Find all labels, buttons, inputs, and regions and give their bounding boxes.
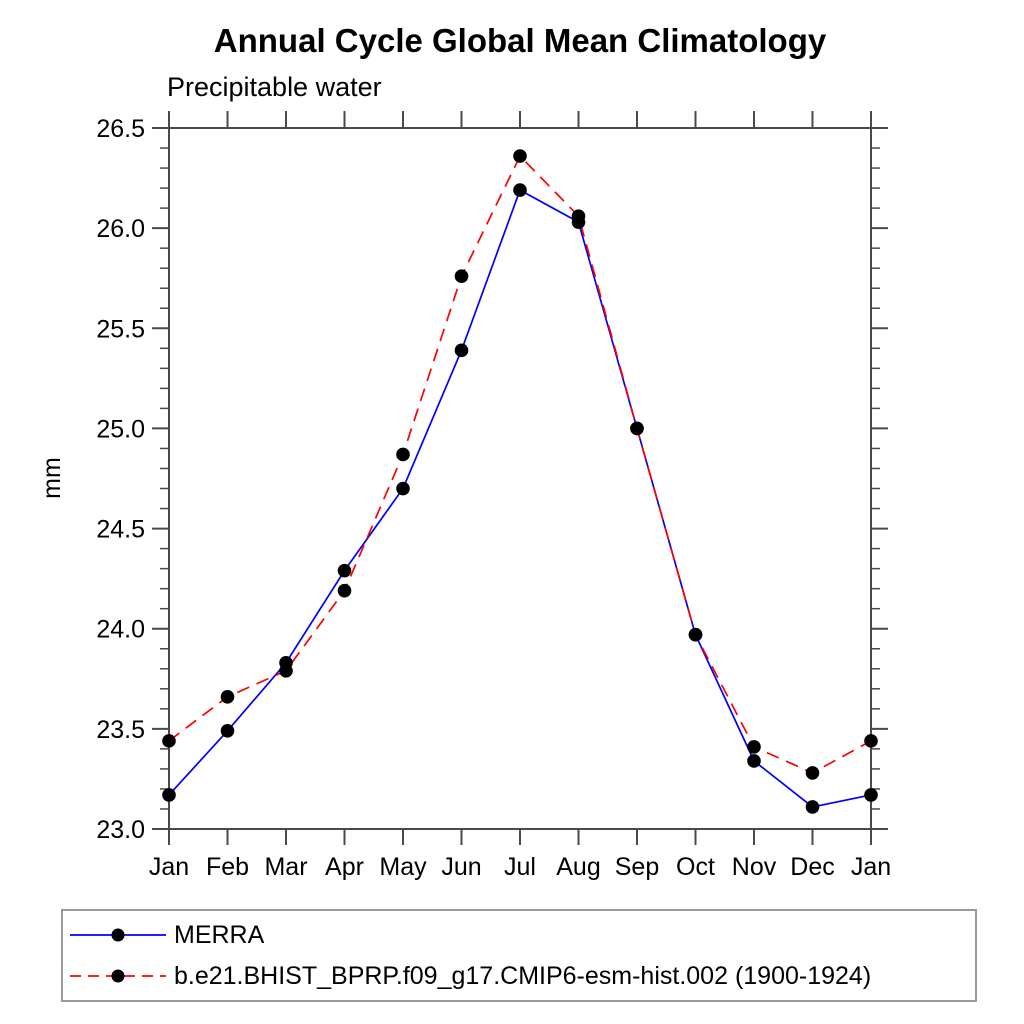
x-tick-label: Sep (615, 853, 659, 881)
legend-row-model: b.e21.BHIST_BPRP.f09_g17.CMIP6-esm-hist.… (68, 956, 975, 997)
legend-label-model: b.e21.BHIST_BPRP.f09_g17.CMIP6-esm-hist.… (174, 961, 872, 990)
data-point-marker (220, 724, 235, 738)
x-tick-label: Jul (504, 853, 536, 881)
data-point-marker (805, 800, 820, 814)
legend-marker-dot (111, 928, 125, 942)
y-tick-label: 26.0 (96, 215, 145, 243)
series-line-model (168, 154, 872, 774)
y-tick-label: 26.5 (96, 115, 145, 143)
data-point-marker (337, 583, 352, 598)
y-tick-label: 23.0 (96, 816, 145, 844)
data-point-marker (513, 183, 527, 197)
chart-title: Annual Cycle Global Mean Climatology (213, 22, 827, 59)
data-point-marker (162, 788, 176, 802)
chart-subtitle: Precipitable water (167, 72, 382, 102)
x-tick-label: Jan (149, 853, 189, 881)
data-point-marker (279, 663, 293, 678)
data-point-marker (337, 563, 352, 578)
data-point-marker (747, 754, 761, 768)
legend-row-merra: MERRA (68, 915, 975, 956)
x-tick-label: Feb (206, 853, 249, 881)
x-tick-label: Apr (325, 853, 364, 881)
x-tick-label: Jun (441, 853, 481, 881)
x-tick-label: May (379, 853, 427, 881)
x-tick-label: Jan (851, 853, 891, 881)
data-point-marker (864, 734, 878, 748)
data-point-marker (571, 209, 586, 223)
legend-line-sample-model (70, 969, 166, 983)
data-point-marker (454, 269, 469, 284)
legend-label-merra: MERRA (174, 920, 265, 949)
y-tick-label: 25.0 (96, 415, 145, 443)
x-tick-label: Oct (676, 853, 715, 881)
data-point-marker (162, 734, 176, 748)
y-tick-label: 25.5 (96, 315, 145, 343)
y-tick-label: 24.0 (96, 616, 145, 644)
y-tick-label: 24.5 (96, 516, 145, 544)
plot-frame (168, 127, 872, 830)
y-tick-label: 23.5 (96, 716, 145, 744)
data-point-marker (513, 149, 527, 163)
data-point-marker (454, 343, 469, 358)
legend: MERRA b.e21.BHIST_BPRP.f09_g17.CMIP6-esm… (61, 909, 977, 1002)
data-point-marker (805, 766, 820, 780)
x-tick-label: Nov (732, 853, 777, 881)
x-tick-label: Mar (264, 853, 307, 881)
series-line-merra (168, 188, 872, 808)
data-point-marker (747, 740, 761, 754)
x-tick-label: Dec (790, 853, 834, 881)
x-tick-label: Aug (556, 853, 600, 881)
data-point-marker (396, 447, 410, 462)
data-point-marker (630, 421, 644, 436)
data-point-marker (688, 627, 703, 642)
legend-marker-dot (111, 969, 125, 983)
data-point-marker (396, 481, 410, 496)
legend-line-sample-merra (70, 928, 166, 942)
data-point-marker (864, 788, 878, 802)
data-point-marker (220, 690, 235, 704)
